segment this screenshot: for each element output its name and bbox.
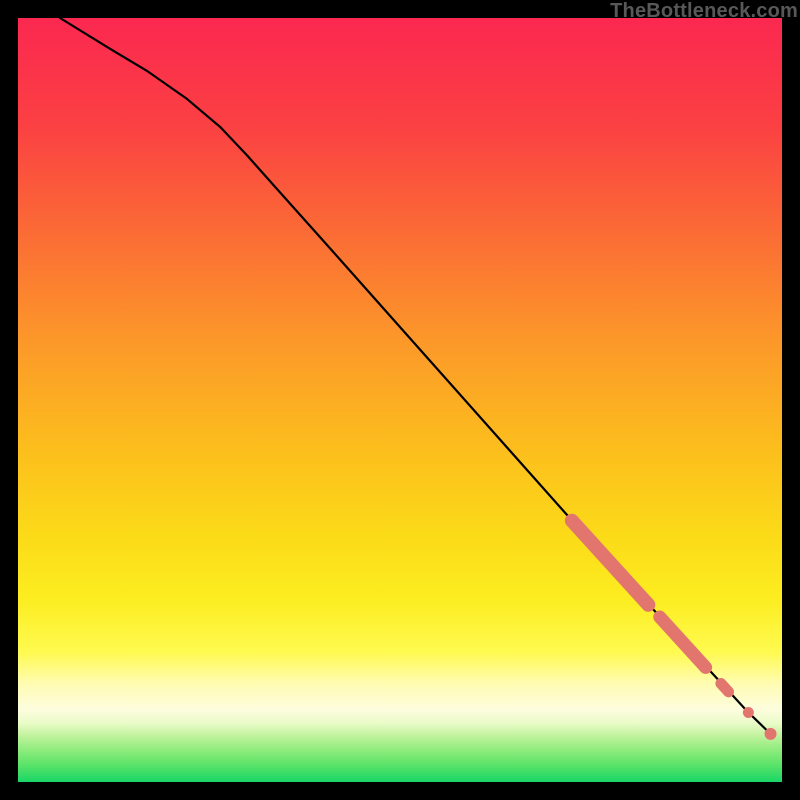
plot-area (18, 18, 782, 782)
chart-frame: TheBottleneck.com (0, 0, 800, 800)
marker-segment (721, 683, 729, 691)
marker-dot (765, 728, 777, 740)
chart-svg (18, 18, 782, 782)
gradient-background (18, 18, 782, 782)
watermark-text: TheBottleneck.com (610, 0, 798, 23)
marker-dot (743, 707, 754, 718)
